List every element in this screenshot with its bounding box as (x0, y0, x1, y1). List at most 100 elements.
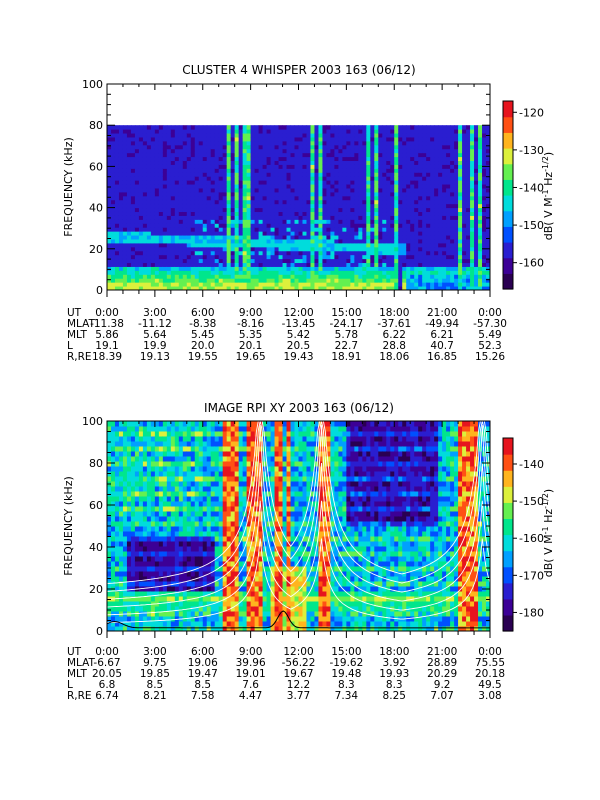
spectrogram-cell (190, 231, 196, 236)
spectrogram-cell (130, 591, 136, 597)
spectrogram-cell (430, 140, 435, 146)
spectrogram-cell (450, 211, 455, 216)
spectrogram-cell (170, 254, 176, 260)
spectrogram-cell (282, 187, 288, 193)
spectrogram-cell (398, 140, 403, 146)
spectrogram-cell (178, 129, 184, 134)
spectrogram-cell (434, 136, 439, 142)
spectrogram-cell (186, 235, 192, 240)
spectrogram-cell (362, 258, 367, 264)
spectrogram-cell (258, 231, 264, 236)
spectrogram-cell (338, 172, 343, 177)
spectrogram-cell (154, 421, 160, 427)
spectrogram-cell (134, 511, 140, 517)
spectrogram-cell (378, 258, 383, 264)
spectrogram-cell (338, 152, 343, 158)
spectrogram-cell (318, 223, 323, 228)
spectrogram-cell (262, 195, 268, 201)
spectrogram-cell (238, 144, 244, 150)
spectrogram-cell (326, 152, 331, 158)
spectrogram-cell (422, 195, 427, 201)
spectrogram-cell (198, 270, 204, 275)
spectrogram-cell (402, 168, 407, 173)
spectrogram-cell (398, 235, 403, 240)
spectrogram-cell (158, 215, 164, 220)
spectrogram-cell (418, 282, 423, 287)
spectrogram-cell (166, 526, 172, 532)
spectrogram-cell (282, 199, 288, 205)
spectrogram-cell (330, 207, 335, 213)
spectrogram-cell (162, 207, 168, 213)
spectrogram-cell (350, 227, 355, 232)
spectrogram-cell (386, 172, 391, 177)
spectrogram-cell (162, 451, 168, 457)
spectrogram-cell (158, 576, 164, 582)
spectrogram-cell (110, 616, 116, 622)
spectrogram-cell (250, 203, 256, 209)
spectrogram-cell (150, 238, 156, 244)
spectrogram-cell (107, 125, 112, 130)
spectrogram-cell (158, 531, 164, 537)
spectrogram-cell (206, 235, 212, 240)
spectrogram-cell (146, 136, 152, 142)
spectrogram-cell (166, 164, 172, 169)
spectrogram-cell (138, 160, 144, 165)
spectrogram-cell (126, 258, 132, 264)
spectrogram-cell (118, 129, 124, 134)
spectrogram-cell (386, 140, 391, 146)
spectrogram-cell (274, 144, 280, 150)
spectrogram-cell (238, 211, 244, 216)
spectrogram-cell (342, 246, 347, 252)
spectrogram-cell (274, 156, 280, 162)
spectrogram-cell (126, 456, 132, 462)
spectrogram-cell (138, 606, 144, 612)
spectrogram-cell (390, 278, 395, 283)
spectrogram-cell (426, 191, 431, 197)
spectrogram-cell (222, 199, 228, 205)
spectrogram-cell (338, 266, 343, 271)
spectrogram-cell (390, 258, 395, 264)
spectrogram-cell (150, 148, 156, 154)
spectrogram-cell (142, 125, 148, 130)
spectrogram-cell (294, 219, 299, 224)
spectrogram-cell (262, 250, 268, 256)
spectrogram-cell (274, 231, 280, 236)
spectrogram-cell (154, 270, 160, 275)
spectrogram-cell (486, 144, 491, 150)
spectrogram-cell (286, 187, 292, 193)
spectrogram-cell (394, 235, 399, 240)
spectrogram-cell (470, 133, 475, 138)
spectrogram-cell (166, 466, 172, 472)
spectrogram-cell (474, 195, 479, 201)
spectrogram-cell (478, 129, 483, 134)
spectrogram-cell (410, 231, 415, 236)
spectrogram-cell (234, 250, 240, 256)
spectrogram-cell (338, 254, 343, 260)
spectrogram-cell (170, 231, 176, 236)
spectrogram-cell (107, 211, 112, 216)
spectrogram-cell (107, 262, 112, 267)
spectrogram-cell (334, 172, 339, 177)
spectrogram-cell (186, 215, 192, 220)
spectrogram-cell (474, 215, 479, 220)
spectrogram-cell (262, 140, 268, 146)
spectrogram-cell (290, 238, 296, 244)
spectrogram-cell (398, 129, 403, 134)
spectrogram-cell (138, 168, 144, 173)
spectrogram-cell (462, 125, 467, 130)
spectrogram-cell (286, 223, 292, 228)
spectrogram-cell (298, 207, 303, 213)
spectrogram-cell (434, 282, 439, 287)
spectrogram-cell (114, 541, 120, 547)
spectrogram-cell (107, 536, 112, 542)
spectrogram-cell (438, 250, 443, 256)
spectrogram-cell (262, 219, 268, 224)
spectrogram-cell (438, 254, 443, 260)
spectrogram-cell (178, 156, 184, 162)
spectrogram-cell (366, 278, 371, 283)
spectrogram-cell (170, 431, 176, 437)
spectrogram-cell (450, 152, 455, 158)
spectrogram-cell (282, 152, 288, 158)
spectrogram-cell (118, 258, 124, 264)
spectrogram-cell (474, 254, 479, 260)
